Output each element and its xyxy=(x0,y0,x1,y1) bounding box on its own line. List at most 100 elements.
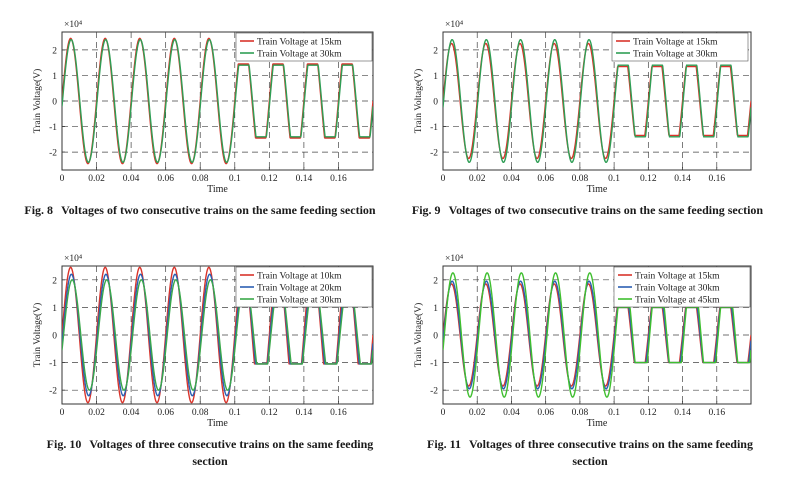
fig10-ytick-label: -1 xyxy=(49,359,57,369)
fig11-ytick-label: 1 xyxy=(433,304,438,314)
fig8-series-1-line xyxy=(62,38,373,164)
caption-fig11-text: Voltages of three consecutive trains on … xyxy=(469,437,753,468)
fig8-xtick-label: 0.14 xyxy=(296,174,313,184)
fig11-ytick-label: 2 xyxy=(433,276,438,286)
fig10-xtick-label: 0.1 xyxy=(229,408,241,418)
fig10-xtick-label: 0.12 xyxy=(261,408,278,418)
fig10-ytick-label: 0 xyxy=(52,332,57,342)
fig11-xlabel: Time xyxy=(587,418,608,429)
fig11-xtick-label: 0.08 xyxy=(572,408,589,418)
fig10-legend-label-1: Train Voltage at 20km xyxy=(257,284,342,294)
fig11-series-2-line xyxy=(443,272,751,398)
caption-fig10-number: Fig. 10 xyxy=(46,437,82,451)
fig8-chart: 0 0.02 0.04 0.06 0.08 0.1 0.12 0.14 0.16 -2 -1 0 1 2 ×… xyxy=(32,20,374,195)
fig8-ylabel: Train Voltage(V) xyxy=(32,69,43,133)
fig10-ytick-label: 1 xyxy=(52,304,57,314)
fig9-ytick-label: 1 xyxy=(433,72,438,82)
fig11-xtick-label: 0.02 xyxy=(469,408,486,418)
fig9-xtick-label: 0.06 xyxy=(537,174,554,184)
fig9-xtick-label: 0.04 xyxy=(503,174,520,184)
fig10-legend-label-2: Train Voltage at 30km xyxy=(257,296,342,306)
fig11-xtick-label: 0.04 xyxy=(503,408,520,418)
fig11-xtick-label: 0 xyxy=(441,408,446,418)
fig8-xtick-label: 0.08 xyxy=(192,174,209,184)
fig8-xtick-label: 0.06 xyxy=(157,174,174,184)
fig10-chart: 0 0.02 0.04 0.06 0.08 0.1 0.12 0.14 0.16 -2 -1 0 1 2 ×… xyxy=(32,254,374,429)
fig11-legend-label-1: Train Voltage at 30km xyxy=(635,284,720,294)
fig9-ytick-label: -1 xyxy=(430,123,438,133)
fig10-series-0-line xyxy=(62,266,373,404)
fig10-xlabel: Time xyxy=(207,418,228,429)
fig9-ytick-label: -2 xyxy=(430,149,438,159)
fig11-xtick-label: 0.06 xyxy=(537,408,554,418)
fig11-xtick-label: 0.12 xyxy=(640,408,657,418)
caption-fig9-number: Fig. 9 xyxy=(411,203,441,217)
fig10-xtick-label: 0 xyxy=(60,408,65,418)
fig8-legend-label-1: Train Voltage at 30km xyxy=(257,50,342,60)
fig9-ylabel: Train Voltage(V) xyxy=(413,69,424,133)
fig8-ytick-label: 0 xyxy=(52,98,57,108)
fig9-xtick-label: 0.08 xyxy=(572,174,589,184)
fig8-legend-box xyxy=(235,32,373,62)
fig8-xlabel: Time xyxy=(207,184,228,195)
fig8-legend-label-0: Train Voltage at 15km xyxy=(257,38,342,48)
fig8-ytick-label: -1 xyxy=(49,123,57,133)
fig10-xtick-label: 0.04 xyxy=(123,408,140,418)
fig8-xtick-label: 0.1 xyxy=(229,174,241,184)
fig11-legend-box xyxy=(613,266,751,308)
fig10-xtick-label: 0.06 xyxy=(157,408,174,418)
caption-fig11-number: Fig. 11 xyxy=(427,437,462,451)
fig10-xtick-label: 0.16 xyxy=(330,408,347,418)
caption-fig10-text: Voltages of three consecutive trains on … xyxy=(89,437,374,468)
fig8-ytick-label: -2 xyxy=(49,149,57,159)
fig9-xtick-label: 0.12 xyxy=(640,174,657,184)
caption-fig11: Fig. 11 Voltages of three consecutive tra… xyxy=(420,436,760,470)
fig9-xtick-label: 0 xyxy=(441,174,446,184)
fig9-legend-label-0: Train Voltage at 15km xyxy=(633,38,718,48)
fig10-ytick-label: -2 xyxy=(49,387,57,397)
fig11-ytick-label: -2 xyxy=(430,387,438,397)
fig11-exponent-label: ×10⁴ xyxy=(445,254,464,264)
fig11-ytick-label: 0 xyxy=(433,332,438,342)
fig10-xtick-label: 0.08 xyxy=(192,408,209,418)
fig10-xtick-label: 0.14 xyxy=(296,408,313,418)
fig9-legend-label-1: Train Voltage at 30km xyxy=(633,50,718,60)
fig10-legend-label-0: Train Voltage at 10km xyxy=(257,272,342,282)
caption-fig9: Fig. 9 Voltages of two consecutive trains… xyxy=(405,202,770,219)
fig9-xtick-label: 0.14 xyxy=(674,174,691,184)
fig9-legend-box xyxy=(611,32,749,62)
fig8-ytick-label: 2 xyxy=(52,46,57,56)
fig10-series-2-line xyxy=(62,279,373,391)
fig8-exponent-label: ×10⁴ xyxy=(64,20,83,30)
fig9-xtick-label: 0.16 xyxy=(708,174,725,184)
fig11-ylabel: Train Voltage(V) xyxy=(413,303,424,367)
fig11-xtick-label: 0.1 xyxy=(608,408,620,418)
fig11-xtick-label: 0.14 xyxy=(674,408,691,418)
caption-fig8-text: Voltages of two consecutive trains on th… xyxy=(61,203,376,217)
fig11-series-1-line xyxy=(443,280,751,390)
fig10-xtick-label: 0.02 xyxy=(88,408,105,418)
fig8-xtick-label: 0.12 xyxy=(261,174,278,184)
caption-fig8: Fig. 8 Voltages of two consecutive trains… xyxy=(20,202,380,219)
fig8-xtick-label: 0.02 xyxy=(88,174,105,184)
fig8-xtick-label: 0 xyxy=(60,174,65,184)
fig11-ytick-label: -1 xyxy=(430,359,438,369)
fig8-xtick-label: 0.16 xyxy=(330,174,347,184)
caption-fig9-text: Voltages of two consecutive trains on th… xyxy=(448,203,764,217)
fig10-legend-box xyxy=(235,266,373,308)
fig11-legend-label-0: Train Voltage at 15km xyxy=(635,272,720,282)
fig11-chart: 0 0.02 0.04 0.06 0.08 0.1 0.12 0.14 0.16 -2 -1 0 1 2 ×… xyxy=(413,254,752,429)
fig9-xlabel: Time xyxy=(587,184,608,195)
fig10-ytick-label: 2 xyxy=(52,276,57,286)
fig9-exponent-label: ×10⁴ xyxy=(445,20,464,30)
fig9-ytick-label: 0 xyxy=(433,98,438,108)
fig9-series-1-line xyxy=(443,38,751,164)
fig9-xtick-label: 0.1 xyxy=(608,174,620,184)
fig11-legend-label-2: Train Voltage at 45km xyxy=(635,296,720,306)
fig11-xtick-label: 0.16 xyxy=(708,408,725,418)
fig8-ytick-label: 1 xyxy=(52,72,57,82)
fig8-xtick-label: 0.04 xyxy=(123,174,140,184)
caption-fig10: Fig. 10 Voltages of three consecutive tra… xyxy=(40,436,380,470)
fig10-ylabel: Train Voltage(V) xyxy=(32,303,43,367)
